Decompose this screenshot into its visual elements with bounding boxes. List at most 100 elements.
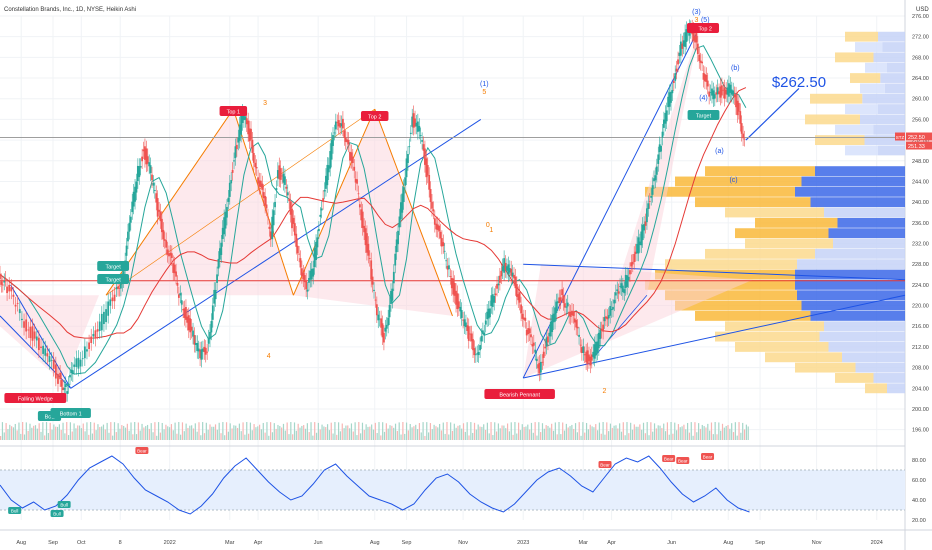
volume-bar xyxy=(637,426,639,440)
volume-bar xyxy=(22,422,24,440)
candle-body xyxy=(227,197,230,202)
candle-body xyxy=(390,290,392,304)
candle-body xyxy=(175,271,177,277)
candle-body xyxy=(21,318,23,321)
candle-body xyxy=(619,286,621,287)
rsi-signal-text: Bear xyxy=(137,449,147,454)
signal-tag: Top 2 xyxy=(691,23,720,33)
time-tick-label: 2022 xyxy=(164,540,176,546)
volume-bar xyxy=(413,426,415,440)
candle-body xyxy=(373,289,375,291)
candle-body xyxy=(445,260,448,262)
candle-body xyxy=(90,336,93,343)
candle-body xyxy=(135,181,138,193)
volume-profile-bar xyxy=(705,166,815,177)
candle-body xyxy=(507,264,510,275)
volume-bar xyxy=(9,424,11,440)
signal-tag-text: Target xyxy=(105,265,121,271)
candle-body xyxy=(170,253,173,258)
volume-bar xyxy=(486,422,488,440)
trend-line xyxy=(374,108,453,317)
candle-body xyxy=(120,283,122,289)
volume-bar xyxy=(738,422,740,440)
candle-body xyxy=(279,168,282,180)
volume-bar xyxy=(249,422,252,440)
candle-body xyxy=(462,319,465,321)
candle-body xyxy=(129,216,132,223)
candle-body xyxy=(237,137,240,143)
volume-profile-bar xyxy=(845,31,878,42)
candle-body xyxy=(440,238,443,247)
chart-title: Constellation Brands, Inc., 1D, NYSE, He… xyxy=(4,7,136,13)
candle-body xyxy=(64,384,67,388)
candle-body xyxy=(285,186,288,189)
volume-bar xyxy=(630,422,632,440)
volume-bar xyxy=(666,422,668,440)
candle-body xyxy=(16,303,19,304)
candle-body xyxy=(633,253,636,262)
candle-body xyxy=(544,346,547,349)
candle-body xyxy=(674,73,677,81)
volume-bar xyxy=(448,434,450,440)
candle-body xyxy=(35,336,38,341)
volume-bar xyxy=(119,428,121,440)
candle-body xyxy=(286,192,289,196)
candle-body xyxy=(650,195,653,198)
trend-line xyxy=(0,315,72,389)
volume-bar xyxy=(532,432,534,440)
volume-bar xyxy=(703,426,705,440)
candle-body xyxy=(527,328,530,335)
candle-body xyxy=(531,344,534,347)
candle-body xyxy=(624,274,627,289)
candle-body xyxy=(52,359,55,369)
wave-label: 0 xyxy=(486,222,490,229)
time-tick-label: Mar xyxy=(225,540,235,546)
volume-bar xyxy=(519,430,522,440)
volume-bar xyxy=(747,426,749,440)
currency-label: USD xyxy=(916,7,929,13)
candle-body xyxy=(432,209,435,212)
volume-bar xyxy=(301,425,303,440)
candle-body xyxy=(241,111,244,124)
volume-bar xyxy=(468,435,470,440)
volume-bar xyxy=(565,423,567,440)
volume-bar xyxy=(591,426,593,440)
candle-body xyxy=(4,278,7,280)
signal-tag-box xyxy=(691,23,720,33)
signal-tag-text: Top 2 xyxy=(368,115,381,121)
candle-body xyxy=(715,92,718,95)
candle-body xyxy=(589,356,592,366)
candle-body xyxy=(395,239,398,253)
volume-bar xyxy=(23,434,26,440)
volume-bar xyxy=(543,428,545,440)
volume-profile-bar xyxy=(828,228,905,239)
volume-bar xyxy=(225,422,228,440)
volume-bar xyxy=(512,434,514,440)
volume-bar xyxy=(453,423,455,440)
volume-profile-bar xyxy=(695,310,811,321)
candle-body xyxy=(677,59,679,65)
volume-bar xyxy=(391,425,393,440)
signal-tag-text: Top 2 xyxy=(699,27,712,33)
candle-body xyxy=(448,265,450,270)
candle-body xyxy=(354,178,357,183)
volume-bar xyxy=(174,422,176,440)
volume-bar xyxy=(674,422,676,440)
candle-body xyxy=(407,154,409,163)
volume-bar xyxy=(299,427,301,440)
candle-body xyxy=(29,326,32,339)
volume-bar xyxy=(200,435,202,440)
candle-body xyxy=(583,354,586,356)
signal-tag-text: Falling Wedge xyxy=(18,397,53,403)
volume-bar xyxy=(236,427,239,440)
candle-body xyxy=(182,309,185,311)
candle-body xyxy=(416,121,419,132)
candle-body xyxy=(412,113,415,128)
candle-body xyxy=(480,336,483,342)
candle-body xyxy=(145,148,148,165)
candle-body xyxy=(233,160,235,162)
signal-tag-box xyxy=(484,389,555,399)
candle-body xyxy=(648,200,651,202)
volume-bar xyxy=(611,427,613,440)
candle-body xyxy=(217,258,220,269)
